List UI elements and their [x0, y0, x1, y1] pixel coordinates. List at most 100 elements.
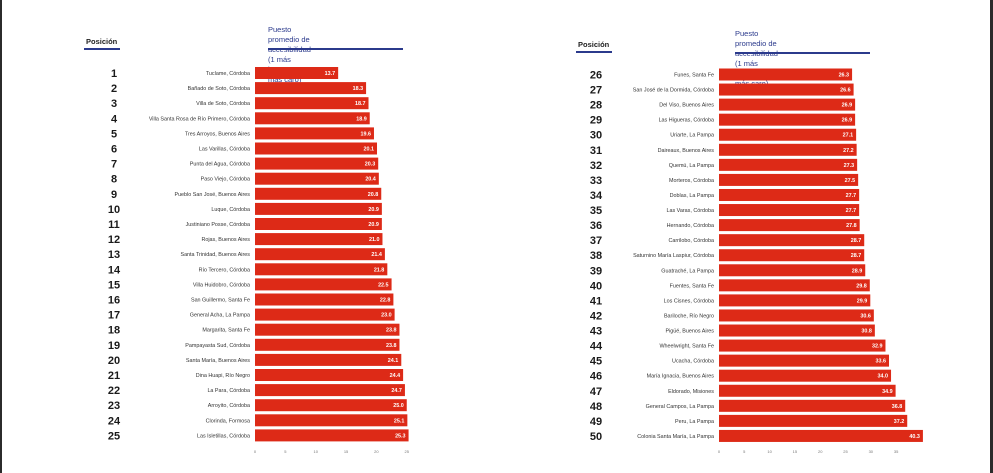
- value-label: 23.0: [381, 313, 392, 319]
- bar: [255, 248, 385, 261]
- value-label: 18.7: [355, 101, 366, 107]
- chart-title-line1: Puesto promedio de accesibilidad: [268, 25, 311, 54]
- bar: [255, 67, 339, 79]
- rank-header: Posición: [86, 37, 118, 46]
- rank-label: 48: [590, 401, 602, 413]
- category-label: Tres Arroyos, Buenos Aires: [185, 131, 250, 137]
- bar: [255, 112, 370, 125]
- chart-title-underline: [735, 52, 870, 54]
- bar: [719, 369, 892, 382]
- rank-label: 44: [590, 341, 603, 353]
- value-label: 24.4: [390, 373, 401, 379]
- bar: [255, 353, 402, 366]
- value-label: 23.8: [386, 328, 397, 334]
- chart-title-line1: Puesto promedio de accesibilidad: [735, 29, 778, 58]
- rank-header: Posición: [578, 40, 610, 49]
- category-label: Arroyito, Córdoba: [208, 403, 250, 409]
- category-label: Uriarte, La Pampa: [670, 133, 714, 139]
- rank-label: 13: [108, 249, 120, 261]
- bar: [255, 399, 407, 412]
- value-label: 20.4: [365, 177, 376, 183]
- bar: [719, 294, 871, 307]
- category-label: Pigüé, Buenos Aires: [665, 329, 714, 335]
- value-label: 24.1: [388, 358, 399, 364]
- value-label: 27.8: [846, 223, 857, 229]
- value-label: 28.9: [852, 268, 863, 274]
- bar: [719, 399, 906, 412]
- value-label: 20.9: [368, 207, 379, 213]
- rank-label: 31: [590, 145, 602, 157]
- value-label: 26.3: [839, 73, 850, 79]
- rank-label: 26: [590, 70, 602, 82]
- bar: [719, 429, 923, 442]
- bar: [255, 308, 395, 321]
- bar: [255, 157, 379, 170]
- value-label: 32.9: [872, 344, 883, 350]
- category-label: María Ignacia, Buenos Aires: [647, 374, 715, 380]
- value-label: 34.9: [882, 389, 893, 395]
- category-label: Ucacha, Córdoba: [672, 359, 714, 365]
- category-label: La Para, Córdoba: [207, 388, 250, 394]
- bar: [719, 279, 870, 292]
- category-label: Morteros, Córdoba: [669, 178, 714, 184]
- value-label: 20.8: [368, 192, 379, 198]
- bar: [719, 188, 860, 201]
- value-label: 40.3: [909, 434, 920, 440]
- rank-label: 50: [590, 431, 602, 443]
- rank-label: 4: [111, 113, 118, 125]
- category-label: Justiniano Posse, Córdoba: [186, 222, 250, 228]
- rank-label: 12: [108, 234, 120, 246]
- value-label: 25.3: [395, 433, 406, 439]
- value-label: 18.3: [353, 86, 364, 92]
- rank-label: 18: [108, 325, 120, 337]
- rank-label: 29: [590, 115, 602, 127]
- bar: [255, 142, 378, 155]
- category-label: Colonia Santa María, La Pampa: [637, 434, 714, 440]
- category-label: Punta del Agua, Córdoba: [190, 162, 250, 168]
- bar: [719, 414, 908, 427]
- rank-label: 7: [111, 159, 117, 171]
- value-label: 29.8: [856, 283, 867, 289]
- rank-label: 30: [590, 130, 602, 142]
- bar: [255, 384, 405, 397]
- value-label: 21.4: [371, 252, 382, 258]
- category-label: Rojas, Buenos Aires: [201, 237, 250, 243]
- rank-label: 32: [590, 160, 602, 172]
- category-label: Peru, La Pampa: [675, 419, 714, 425]
- x-tick-label: 5: [743, 449, 746, 454]
- category-label: Doblas, La Pampa: [670, 193, 714, 199]
- bar: [255, 429, 409, 442]
- bar: [719, 234, 865, 247]
- x-tick-label: 10: [767, 449, 772, 454]
- x-tick-label: 20: [818, 449, 823, 454]
- rank-label: 19: [108, 340, 120, 352]
- bar: [719, 219, 860, 232]
- category-label: Pampayasta Sud, Córdoba: [185, 343, 250, 349]
- x-tick-label: 15: [344, 449, 349, 454]
- category-label: Bañado de Soto, Córdoba: [188, 86, 250, 92]
- value-label: 30.6: [860, 313, 871, 319]
- category-label: Del Viso, Buenos Aires: [659, 103, 714, 109]
- bar: [255, 263, 388, 276]
- value-label: 13.7: [325, 71, 336, 77]
- rank-label: 41: [590, 295, 602, 307]
- category-label: Saturnino María Laspiur, Córdoba: [633, 253, 714, 259]
- value-label: 20.1: [364, 147, 375, 153]
- value-label: 26.6: [840, 88, 851, 94]
- bar: [255, 187, 382, 200]
- value-label: 28.7: [851, 238, 862, 244]
- bar: [719, 204, 860, 217]
- bar: [719, 128, 857, 141]
- category-label: Daireaux, Buenos Aires: [658, 148, 715, 154]
- rank-label: 47: [590, 386, 602, 398]
- rank-label: 49: [590, 416, 602, 428]
- rank-header-underline: [576, 51, 612, 53]
- bar: [719, 384, 896, 397]
- value-label: 25.1: [394, 418, 405, 424]
- category-label: Las Higueras, Córdoba: [659, 118, 714, 124]
- bar: [255, 278, 392, 291]
- x-tick-label: 35: [894, 449, 899, 454]
- value-label: 37.2: [894, 419, 905, 425]
- bar: [255, 369, 404, 381]
- category-label: Villa Huidobro, Córdoba: [193, 282, 250, 288]
